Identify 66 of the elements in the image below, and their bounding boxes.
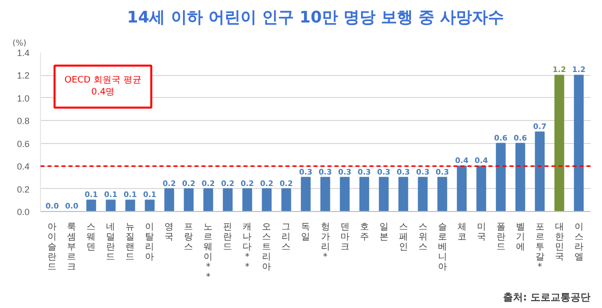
x-tick-label: 이탈리아 [145,222,154,262]
bar [534,132,545,212]
bar [86,200,96,212]
x-tick-label: 캐나다** [242,222,252,272]
bar [398,176,408,212]
x-tick-label: 포르투갈* [535,222,544,272]
bar [242,188,252,212]
bar [359,176,370,212]
x-tick-label: 미국 [476,222,486,242]
x-tick-label: 스페인 [398,222,408,252]
bar [281,188,292,212]
x-tick-label: 노르웨이** [204,222,213,282]
x-tick-label: 독일 [301,222,310,242]
x-tick-label: 호주 [360,222,369,242]
x-tick-label: 네덜란드 [106,222,116,262]
bar [203,188,214,212]
text: 1.2 [16,70,30,81]
x-tick-label: 덴마크 [340,222,350,252]
bar [456,166,467,212]
bar [106,200,116,212]
bar [378,176,389,212]
x-tick-label: 스위스 [418,222,428,252]
bar [437,176,448,212]
text: 0.0 [16,207,30,217]
bar [320,176,330,212]
x-tick-label: 헝가리* [320,222,330,262]
bar [515,142,526,212]
bar [125,200,136,212]
text: 0.2 [16,184,30,194]
x-tick-label: 슬로베니아 [438,222,447,272]
bar [164,188,174,212]
ref-line-label: OECD 회원국 평균 0.4명 [64,76,142,98]
x-tick-label: 오스트리아 [262,222,272,272]
text: 1.0 [16,93,30,104]
bar [184,188,194,212]
bar [300,176,311,212]
bar [418,176,428,212]
x-tick-label: 체코 [457,222,466,242]
text: 0.6 [16,138,30,149]
x-tick-label: 일본 [379,222,388,242]
bar [496,142,506,212]
x-tick-label: 폴란드 [496,222,506,252]
x-tick-label: 그리스 [282,222,291,252]
text: 0.4 [16,162,30,172]
x-tick-label: 벨기에 [516,222,525,252]
x-tick-label: 이스라엘 [574,222,584,262]
bar [340,176,350,212]
text: 1.4 [16,48,30,58]
bar [476,166,486,212]
chart-title: 14세 이하 어린이 인구 10만 명당 보행 중 사망자수 [126,8,504,26]
y-axis-title: (%) [12,38,26,48]
x-tick-label: 대한민국 [554,222,564,262]
x-tick-label: 뉴질랜드 [126,222,135,262]
bar [262,188,272,212]
x-tick-label: 영국 [164,222,174,242]
x-tick-label: 프랑스 [184,222,194,252]
bar [222,188,233,212]
x-tick-label: 룩셈부르크 [67,222,76,272]
source-note: 출처: 도로교통공단 [503,292,591,304]
bar [144,200,155,212]
bar [574,74,584,212]
bar [554,74,564,212]
x-tick-label: 스웨덴 [86,222,96,252]
text: 0.8 [16,116,30,126]
x-tick-label: 아이슬란드 [48,222,57,272]
x-tick-label: 핀란드 [223,222,232,252]
